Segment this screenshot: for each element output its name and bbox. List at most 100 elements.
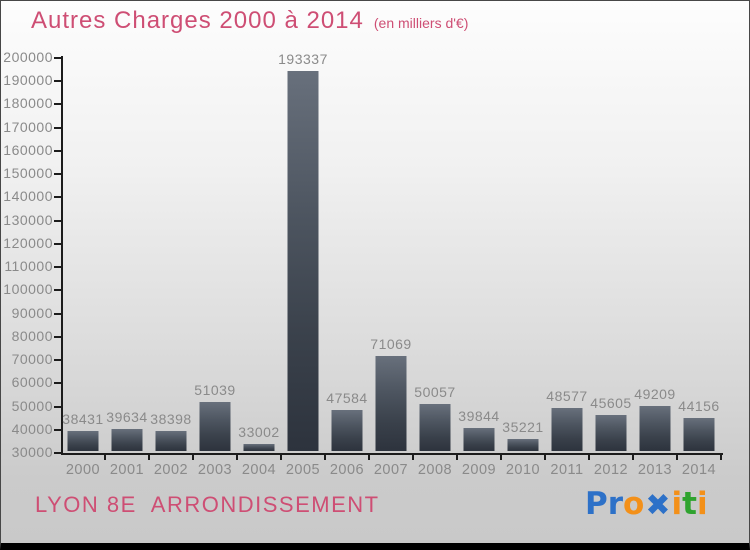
x-category-label: 2014 bbox=[681, 462, 717, 478]
y-axis-tick bbox=[54, 359, 61, 362]
bar bbox=[683, 418, 715, 451]
y-axis-tick bbox=[54, 428, 61, 431]
x-axis-tick bbox=[544, 455, 546, 460]
y-axis-tick-label: 50000 bbox=[11, 397, 53, 414]
x-category-label: 2000 bbox=[65, 462, 101, 478]
y-axis-tick-label: 80000 bbox=[11, 327, 53, 344]
logo-letter: r bbox=[607, 486, 624, 522]
x-axis-tick bbox=[280, 455, 282, 460]
y-axis-tick bbox=[54, 219, 61, 222]
bar-slot: 71069 2007 bbox=[369, 58, 413, 478]
bar-slot: 38398 2002 bbox=[149, 58, 193, 478]
bar-value-label: 38398 bbox=[150, 411, 192, 427]
y-axis-tick bbox=[54, 266, 61, 269]
bar-slot: 47584 2006 bbox=[325, 58, 369, 478]
y-axis-tick-label: 100000 bbox=[3, 281, 53, 298]
x-category-label: 2011 bbox=[550, 462, 584, 478]
bar-value-label: 48577 bbox=[546, 388, 588, 404]
bar-slot: 193337 2005 bbox=[278, 51, 327, 478]
y-axis-tick-label: 170000 bbox=[3, 118, 53, 135]
bar bbox=[67, 431, 99, 451]
bar-value-label: 39844 bbox=[458, 408, 500, 424]
x-axis-line bbox=[61, 453, 723, 455]
x-axis-tick bbox=[324, 455, 326, 460]
bar-value-label: 38431 bbox=[62, 411, 104, 427]
x-axis-tick bbox=[412, 455, 414, 460]
y-axis-tick bbox=[54, 289, 61, 292]
y-axis-tick bbox=[54, 382, 61, 385]
bar bbox=[287, 71, 319, 451]
x-category-label: 2013 bbox=[637, 462, 673, 478]
y-axis-tick bbox=[54, 335, 61, 338]
x-category-label: 2004 bbox=[241, 462, 277, 478]
logo-x-icon: ✖ bbox=[645, 488, 671, 523]
y-axis-tick-label: 30000 bbox=[11, 444, 53, 460]
y-axis-tick-label: 110000 bbox=[4, 258, 53, 275]
x-category-label: 2007 bbox=[373, 462, 409, 478]
bar bbox=[331, 410, 363, 451]
x-category-label: 2012 bbox=[593, 462, 629, 478]
x-category-label: 2002 bbox=[153, 462, 189, 478]
plot-area: 200000 190000 180000 170000 160000 150000 1400… bbox=[3, 49, 723, 478]
x-axis-tick bbox=[236, 455, 238, 460]
x-axis-tick bbox=[500, 455, 502, 460]
y-axis-tick bbox=[54, 80, 61, 83]
bar-slot: 51039 2003 bbox=[193, 58, 237, 478]
x-category-label: 2010 bbox=[505, 462, 541, 478]
bar-value-label: 50057 bbox=[414, 384, 456, 400]
x-axis-tick bbox=[192, 455, 194, 460]
bar-value-label: 44156 bbox=[678, 398, 720, 414]
y-axis-tick bbox=[54, 452, 61, 454]
bar-value-label: 49209 bbox=[634, 386, 676, 402]
logo-letter: P bbox=[585, 486, 608, 522]
y-axis-tick bbox=[54, 126, 61, 129]
y-axis-tick bbox=[54, 103, 61, 106]
y-axis-tick-label: 180000 bbox=[3, 95, 53, 112]
y-axis-tick-label: 150000 bbox=[3, 165, 53, 182]
x-axis-tick bbox=[676, 455, 678, 460]
chart-title: Autres Charges 2000 à 2014 bbox=[31, 7, 364, 34]
bar-slot: 38431 2000 bbox=[61, 58, 105, 478]
bar bbox=[595, 415, 627, 451]
y-axis-tick-label: 190000 bbox=[3, 72, 53, 89]
bar bbox=[551, 408, 583, 451]
x-category-label: 2005 bbox=[285, 462, 321, 478]
x-axis-tick bbox=[456, 455, 458, 460]
y-axis-tick bbox=[54, 149, 61, 152]
y-axis-tick-label: 40000 bbox=[11, 420, 53, 437]
bar-value-label: 35221 bbox=[502, 419, 544, 435]
y-axis-line bbox=[61, 56, 63, 453]
y-axis-tick bbox=[54, 242, 61, 245]
x-axis-tick bbox=[368, 455, 370, 460]
bar-value-label: 47584 bbox=[326, 390, 368, 406]
bar-slot: 45605 2012 bbox=[589, 58, 633, 478]
x-axis-tick bbox=[104, 455, 106, 460]
location-label: LYON 8E ARRONDISSEMENT bbox=[35, 492, 380, 517]
logo-letter: t bbox=[682, 486, 697, 522]
x-axis-tick bbox=[632, 455, 634, 460]
y-axis-tick bbox=[54, 196, 61, 199]
chart-header: Autres Charges 2000 à 2014 (en milliers d… bbox=[31, 7, 468, 35]
bar-value-label: 33002 bbox=[238, 424, 280, 440]
proxiti-logo[interactable]: Pro✖iti bbox=[585, 486, 708, 523]
x-category-label: 2006 bbox=[329, 462, 365, 478]
logo-letter: i bbox=[671, 486, 683, 522]
bar-slot: 49209 2013 bbox=[633, 58, 677, 478]
bar-value-label: 71069 bbox=[370, 336, 412, 352]
bar-slot: 33002 2004 bbox=[237, 58, 281, 478]
bar bbox=[243, 444, 275, 451]
bar bbox=[155, 431, 187, 451]
logo-letter: i bbox=[696, 486, 708, 522]
chart-subtitle: (en milliers d'€) bbox=[373, 15, 469, 31]
bar-slot: 44156 2014 bbox=[677, 58, 721, 478]
y-axis-tick bbox=[54, 405, 61, 408]
y-axis-tick-label: 130000 bbox=[3, 211, 53, 228]
x-category-label: 2003 bbox=[197, 462, 233, 478]
x-axis-tick bbox=[148, 455, 150, 460]
bar-slot: 39634 2001 bbox=[105, 58, 149, 478]
bar-slot: 35221 2010 bbox=[501, 58, 545, 478]
bar-value-label: 51039 bbox=[194, 382, 236, 398]
x-category-label: 2009 bbox=[461, 462, 497, 478]
bar bbox=[375, 356, 407, 451]
